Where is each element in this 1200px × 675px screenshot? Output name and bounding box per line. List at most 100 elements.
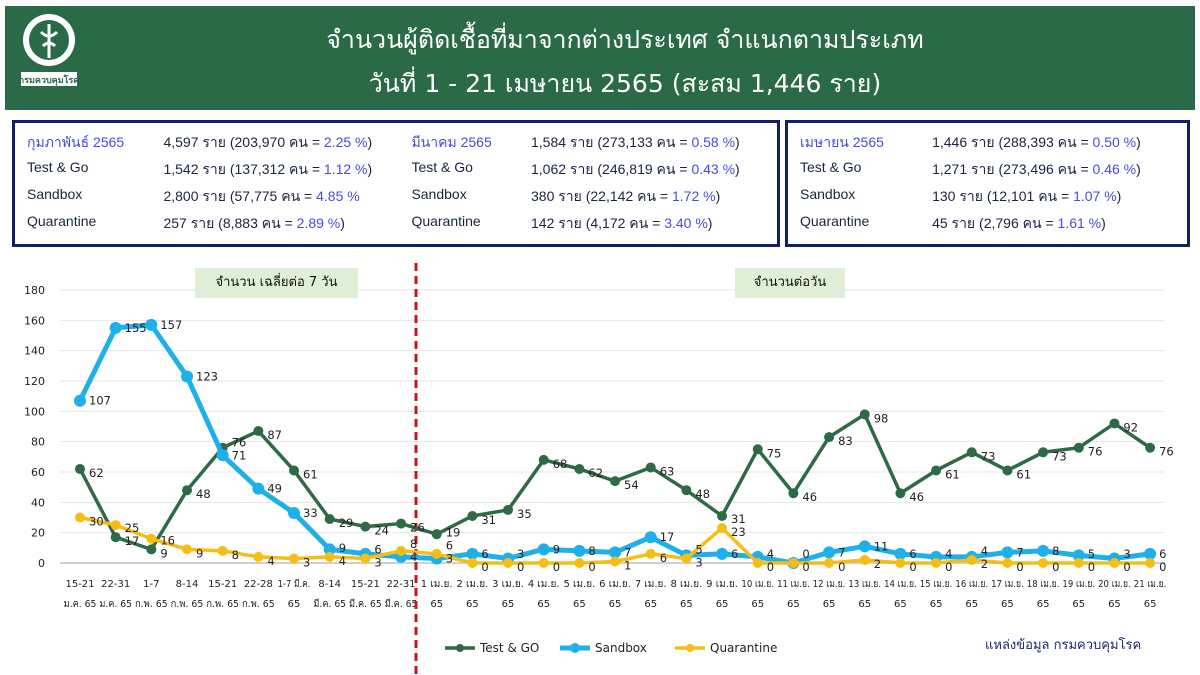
data-label: 71 — [232, 448, 247, 462]
data-point — [574, 463, 585, 474]
data-point — [858, 540, 871, 553]
data-label: 63 — [660, 464, 675, 478]
y-tick-label: 40 — [31, 496, 45, 509]
data-label: 31 — [731, 512, 746, 526]
summary-label: Quarantine — [27, 213, 97, 229]
x-tick-label: 15 เม.ย. — [920, 579, 953, 590]
summary-tail: ) — [707, 215, 713, 231]
data-point — [931, 465, 942, 476]
x-tick-label: ก.พ. 65 — [171, 599, 204, 610]
summary-tail: ) — [715, 188, 721, 204]
data-point — [146, 533, 157, 544]
data-label: 49 — [267, 482, 282, 496]
x-tick-label: 22-28 — [244, 579, 273, 590]
data-point — [824, 558, 835, 568]
svg-text:กรมควบคุมโรค: กรมควบคุมโรค — [19, 74, 79, 86]
data-point — [966, 554, 977, 565]
summary-pct: 3.40 % — [664, 215, 708, 231]
data-point — [182, 544, 193, 555]
data-label: 6 — [1159, 547, 1166, 561]
x-tick-label: 65 — [787, 599, 800, 610]
summary-text: 1,542 ราย (137,312 คน = — [163, 161, 324, 177]
summary-text: 130 ราย (12,101 คน = — [932, 188, 1074, 204]
x-tick-label: 22-31 — [386, 579, 415, 590]
data-label: 33 — [303, 506, 318, 520]
data-label: 0 — [481, 560, 488, 574]
data-label: 9 — [553, 542, 560, 556]
data-label: 17 — [125, 534, 140, 548]
x-tick-label: 8-14 — [176, 579, 199, 590]
x-tick-label: 15-21 — [65, 579, 94, 590]
data-label: 48 — [695, 487, 710, 501]
data-label: 155 — [125, 321, 147, 335]
x-tick-label: 12 เม.ย. — [813, 579, 846, 590]
data-point — [75, 512, 85, 523]
data-point — [253, 426, 264, 437]
data-label: 0 — [802, 560, 809, 574]
data-point — [1109, 558, 1120, 568]
summary-tail: ) — [735, 161, 740, 177]
summary-text: 1,446 ราย (288,393 คน = — [932, 134, 1093, 150]
data-label: 2 — [874, 557, 881, 571]
x-tick-label: 65 — [502, 599, 515, 610]
summary-label: เมษายน 2565 — [800, 134, 884, 150]
x-tick-label: 1-7 — [143, 579, 159, 590]
data-label: 6 — [909, 547, 916, 561]
summary-value: 45 ราย (2,796 คน = 1.61 %) — [932, 213, 1175, 235]
summary-tail: ) — [735, 134, 740, 150]
data-point — [145, 318, 158, 331]
header-banner: กรมควบคุมโรค จำนวนผู้ติดเชื้อที่มาจากต่า… — [5, 6, 1195, 110]
data-point — [574, 558, 585, 568]
summary-pct: 2.25 % — [323, 134, 368, 150]
data-point — [717, 523, 728, 534]
summary-value: 2,800 ราย (57,775 คน = 4.85 % — [163, 186, 397, 208]
data-label: 6 — [731, 547, 738, 561]
data-label: 25 — [125, 521, 140, 535]
data-label: 4 — [945, 547, 952, 561]
data-label: 4 — [339, 554, 346, 568]
data-point — [1073, 442, 1084, 453]
x-tick-label: 65 — [609, 599, 622, 610]
x-tick-label: ม.ค. 65 — [64, 599, 97, 610]
data-point — [894, 547, 907, 560]
data-point — [1037, 544, 1050, 557]
summary-tail: ) — [1136, 161, 1141, 177]
x-tick-label: 4 เม.ย. — [528, 579, 560, 590]
data-label: 6 — [660, 551, 667, 565]
weekly-average-label: จำนวน เฉลี่ยต่อ 7 วัน — [195, 268, 358, 298]
data-point — [467, 510, 478, 521]
x-tick-label: 65 — [288, 599, 301, 610]
legend-marker — [686, 644, 694, 652]
x-tick-label: 65 — [680, 599, 693, 610]
data-point — [181, 370, 194, 383]
x-tick-label: มี.ค. 65 — [385, 598, 418, 610]
data-point — [645, 548, 656, 559]
data-point — [752, 558, 763, 568]
x-tick-label: 20 เม.ย. — [1098, 579, 1131, 590]
data-label: 4 — [267, 554, 274, 568]
data-label: 6 — [481, 547, 488, 561]
data-label: 76 — [232, 435, 247, 449]
data-point — [289, 465, 300, 476]
summary-label: Quarantine — [800, 213, 870, 229]
summary-text: 257 ราย (8,883 คน = — [163, 215, 297, 231]
summary-pct: 1.72 % — [671, 188, 716, 204]
x-tick-label: 14 เม.ย. — [884, 579, 917, 590]
legend-marker — [570, 643, 580, 653]
data-label: 46 — [909, 490, 924, 504]
x-tick-label: 3 เม.ย. — [492, 579, 524, 590]
data-label: 0 — [1159, 560, 1166, 574]
x-tick-label: 2 เม.ย. — [456, 579, 488, 590]
data-point — [788, 558, 799, 568]
data-point — [681, 485, 692, 496]
data-point — [182, 485, 193, 496]
data-label: 6 — [374, 542, 381, 556]
data-label: 8 — [588, 544, 595, 558]
data-label: 31 — [481, 513, 496, 527]
summary-pct: 0.58 % — [691, 134, 736, 150]
data-label: 5 — [1088, 547, 1095, 561]
data-label: 8 — [410, 537, 417, 551]
data-point — [324, 551, 335, 562]
data-label: 0 — [802, 547, 809, 561]
x-tick-label: 7 เม.ย. — [635, 579, 667, 590]
